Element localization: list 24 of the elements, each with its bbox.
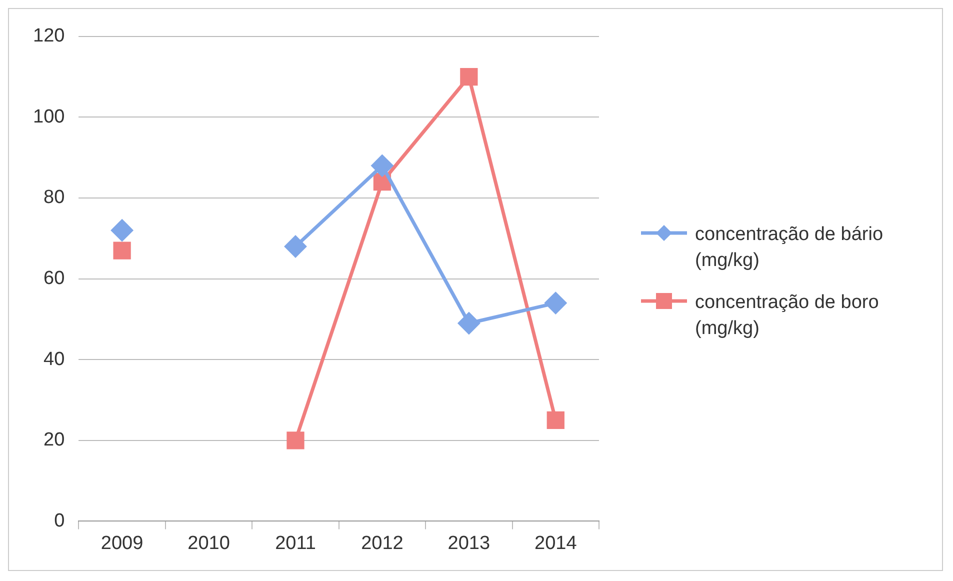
y-tick-label: 100 [33, 106, 65, 128]
x-tick-label: 2012 [361, 532, 404, 554]
y-tick-label: 0 [54, 510, 65, 532]
legend-label: concentração de boro (mg/kg) [695, 290, 880, 340]
x-tick-label: 2011 [275, 532, 316, 554]
point [371, 154, 393, 176]
y-tick-label: 20 [44, 430, 65, 451]
x-tick-label: 2010 [188, 532, 230, 554]
point [284, 236, 306, 258]
point [458, 312, 480, 334]
x-tick-label: 2009 [100, 532, 144, 554]
y-tick-label: 40 [44, 348, 65, 370]
y-tick-label: 80 [44, 187, 65, 208]
point [544, 292, 566, 314]
point [460, 68, 478, 86]
legend-label: concentração de bário (mg/kg) [695, 222, 884, 272]
y-tick-label: 60 [44, 268, 65, 290]
point [113, 242, 131, 260]
point [286, 432, 304, 450]
x-tick-label: 2014 [534, 532, 578, 554]
point [111, 220, 133, 242]
point [546, 411, 564, 430]
x-tick-label: 2013 [448, 532, 490, 554]
y-tick-label: 120 [33, 26, 65, 47]
